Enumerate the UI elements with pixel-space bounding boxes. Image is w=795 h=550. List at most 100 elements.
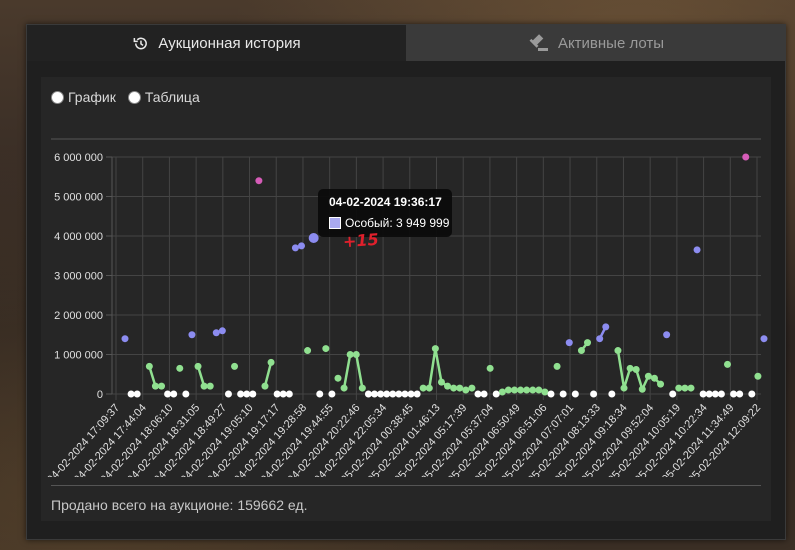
data-point (596, 335, 604, 343)
data-point (285, 390, 293, 398)
gavel-icon (527, 34, 549, 52)
data-point (164, 390, 172, 398)
y-tick-label: 0 (97, 389, 103, 401)
data-point (212, 329, 220, 337)
data-point (383, 390, 391, 398)
data-point (377, 390, 385, 398)
data-point (626, 364, 634, 372)
data-point (681, 384, 689, 392)
data-point (358, 384, 366, 392)
data-point (206, 382, 214, 390)
data-point (553, 362, 561, 370)
y-tick-label: 1 000 000 (54, 350, 103, 362)
y-tick-label: 3 000 000 (54, 271, 103, 283)
data-point (644, 372, 652, 380)
data-point (194, 362, 202, 370)
data-point (304, 347, 312, 355)
series-line (342, 353, 364, 389)
data-point (425, 384, 433, 392)
data-point (389, 390, 397, 398)
data-point (523, 386, 531, 394)
price-chart: 0 1 000 000 2 000 000 3 000 000 4 000 000 5 0… (45, 138, 768, 477)
data-point (730, 390, 738, 398)
radio-table-circle[interactable] (127, 90, 141, 104)
tab-bar: Аукционная история Активные лоты (27, 25, 785, 61)
data-point (261, 382, 269, 390)
radio-chart[interactable]: График (51, 89, 116, 105)
footer-divider (51, 485, 761, 486)
data-point (316, 390, 324, 398)
data-point (675, 384, 683, 392)
handwritten-annotation: +15 (342, 229, 380, 252)
data-point (705, 390, 713, 398)
data-point (638, 385, 646, 393)
data-point (249, 390, 257, 398)
tab-auction-history[interactable]: Аукционная история (27, 25, 406, 61)
tooltip-value: Особый: 3 949 999 (345, 216, 450, 230)
data-point (462, 386, 470, 394)
data-point (717, 390, 725, 398)
data-point (687, 384, 695, 392)
data-point (352, 351, 360, 358)
data-point (693, 246, 701, 254)
data-point (510, 386, 518, 394)
data-point (504, 386, 512, 394)
tab-content: График Таблица 0 1 000 000 2 000 000 3 000 … (41, 77, 771, 521)
data-point (657, 380, 665, 388)
data-point (255, 177, 263, 185)
series-line (263, 362, 273, 387)
data-point (535, 386, 543, 394)
data-point (267, 358, 275, 366)
data-point (584, 339, 592, 347)
data-point (133, 390, 141, 398)
data-point (291, 244, 299, 252)
history-icon (132, 35, 149, 52)
y-tick-label: 6 000 000 (54, 152, 103, 164)
data-point (176, 364, 184, 372)
total-sold-text: Продано всего на аукционе: 159662 ед. (51, 497, 308, 513)
data-point (431, 345, 439, 353)
data-point (218, 327, 226, 335)
data-point (456, 384, 464, 392)
y-tick-label: 2 000 000 (54, 310, 103, 322)
data-point (346, 351, 354, 358)
data-point (188, 331, 196, 339)
data-point (559, 390, 567, 398)
data-point (608, 390, 616, 398)
data-point (200, 382, 208, 390)
data-point (419, 384, 427, 392)
data-point (669, 390, 677, 398)
data-point (401, 390, 409, 398)
data-point (237, 390, 245, 398)
view-toggle: График Таблица (51, 89, 200, 105)
data-point (723, 360, 731, 368)
data-point (444, 382, 452, 390)
data-point (571, 390, 579, 398)
tab-auction-history-label: Аукционная история (158, 34, 301, 52)
radio-chart-label: График (68, 89, 116, 105)
data-point (297, 242, 305, 250)
data-point (121, 335, 129, 343)
data-point (322, 345, 330, 353)
radio-chart-circle[interactable] (51, 90, 64, 104)
data-point (474, 390, 482, 398)
data-point (395, 390, 403, 398)
data-point (736, 390, 744, 398)
data-point (127, 390, 135, 398)
data-point (517, 386, 525, 394)
radio-table-label: Таблица (144, 89, 200, 105)
data-point (760, 335, 768, 343)
radio-table[interactable]: Таблица (127, 89, 200, 105)
tab-active-lots[interactable]: Активные лоты (406, 25, 785, 61)
data-point (529, 386, 537, 394)
data-point (328, 390, 336, 398)
tab-active-lots-label: Активные лоты (557, 34, 665, 52)
data-point (340, 384, 348, 392)
data-point (279, 390, 287, 398)
y-tick-label: 5 000 000 (54, 192, 103, 204)
data-point (158, 382, 166, 390)
data-point (614, 347, 622, 355)
data-point (620, 384, 628, 392)
tooltip-row: Особый: 3 949 999 (329, 216, 449, 230)
data-point (273, 390, 281, 398)
